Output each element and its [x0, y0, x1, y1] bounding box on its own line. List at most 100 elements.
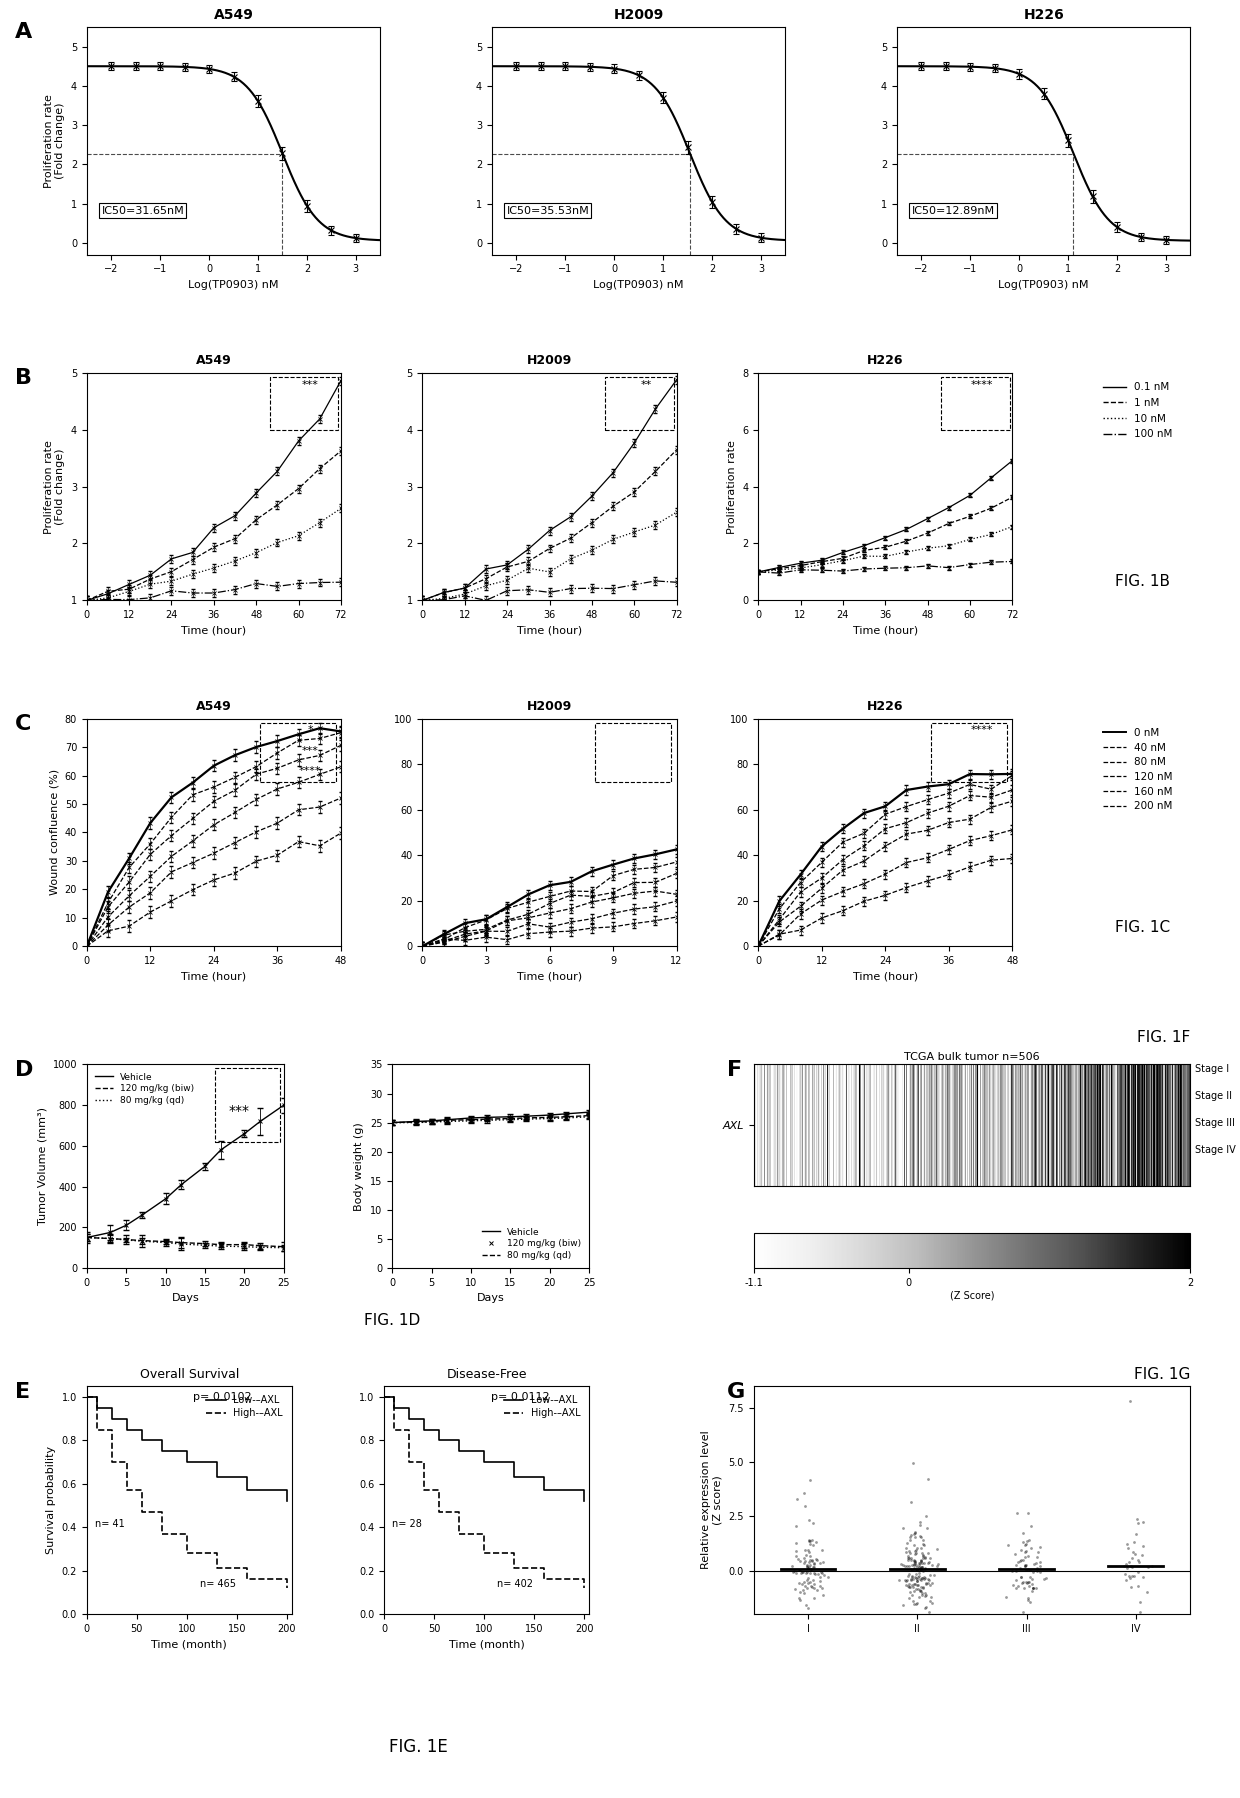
Point — [910, 1555, 930, 1584]
Point — [1123, 1528, 1143, 1557]
Point — [1019, 1571, 1039, 1600]
Point — [1125, 1539, 1145, 1568]
Point — [906, 1564, 926, 1593]
Point — [910, 1559, 930, 1588]
Y-axis label: Relative expression level
(Z score): Relative expression level (Z score) — [701, 1431, 723, 1570]
Point — [797, 1573, 817, 1602]
Point — [898, 1528, 918, 1557]
Y-axis label: Tumor Volume (mm³): Tumor Volume (mm³) — [37, 1108, 47, 1224]
Point — [906, 1566, 926, 1595]
X-axis label: Time (hour): Time (hour) — [517, 626, 582, 636]
Point — [1035, 1564, 1055, 1593]
Point — [807, 1546, 827, 1575]
Point — [898, 1552, 918, 1580]
Point — [904, 1589, 924, 1618]
Point — [1122, 1553, 1142, 1582]
Point — [916, 1568, 936, 1597]
Point — [914, 1548, 934, 1577]
Point — [1014, 1573, 1034, 1602]
Point — [904, 1552, 924, 1580]
Point — [797, 1566, 817, 1595]
Point — [923, 1568, 942, 1597]
Point — [905, 1535, 925, 1564]
Text: ***: *** — [228, 1104, 249, 1118]
Point — [799, 1564, 818, 1593]
Point — [810, 1548, 830, 1577]
Title: H2009: H2009 — [527, 354, 572, 367]
Y-axis label: Body weight (g): Body weight (g) — [355, 1122, 365, 1210]
Line: 80 mg/kg (qd): 80 mg/kg (qd) — [87, 1237, 284, 1248]
Point — [905, 1548, 925, 1577]
Point — [1117, 1530, 1137, 1559]
X-axis label: Log(TP0903) nM: Log(TP0903) nM — [188, 280, 279, 289]
Point — [790, 1586, 810, 1615]
Point — [1022, 1577, 1042, 1606]
Point — [899, 1570, 919, 1598]
Point — [904, 1546, 924, 1575]
Point — [926, 1552, 946, 1580]
Text: F: F — [727, 1061, 742, 1081]
120 mg/kg (biw) — [79, 1226, 94, 1248]
Text: p= 0.0112: p= 0.0112 — [491, 1392, 549, 1402]
Point — [915, 1555, 935, 1584]
Point — [1137, 1552, 1157, 1580]
Point — [1130, 1598, 1149, 1627]
Point — [894, 1514, 914, 1543]
Text: FIG. 1B: FIG. 1B — [1115, 574, 1169, 590]
Point — [1034, 1564, 1054, 1593]
Text: B: B — [15, 369, 32, 388]
Point — [799, 1553, 818, 1582]
Point — [799, 1525, 818, 1553]
Point — [804, 1509, 823, 1537]
Point — [920, 1561, 940, 1589]
Point — [805, 1559, 825, 1588]
Point — [1011, 1535, 1030, 1564]
Point — [1117, 1553, 1137, 1582]
Point — [910, 1510, 930, 1539]
Point — [1122, 1562, 1142, 1591]
Point — [794, 1557, 813, 1586]
Point — [794, 1575, 813, 1604]
Point — [910, 1548, 930, 1577]
80 mg/kg (qd) — [79, 1226, 94, 1248]
Point — [815, 1561, 835, 1589]
Point — [901, 1564, 921, 1593]
Point — [913, 1541, 932, 1570]
Point — [811, 1557, 831, 1586]
Point — [800, 1546, 820, 1575]
Vehicle — [197, 1156, 212, 1178]
Point — [1023, 1573, 1043, 1602]
Point — [804, 1573, 823, 1602]
Point — [789, 1544, 808, 1573]
Point — [905, 1546, 925, 1575]
120 mg/kg (biw) — [197, 1233, 212, 1255]
Point — [787, 1483, 807, 1512]
Point — [1118, 1534, 1138, 1562]
Point — [899, 1552, 919, 1580]
Point — [897, 1566, 916, 1595]
Point — [890, 1550, 910, 1579]
Point — [786, 1528, 806, 1557]
Point — [1120, 1564, 1140, 1593]
Point — [918, 1564, 937, 1593]
Point — [1133, 1562, 1153, 1591]
80 mg/kg (qd) — [174, 1233, 188, 1255]
Point — [1007, 1557, 1027, 1586]
Point — [915, 1543, 935, 1571]
Point — [804, 1566, 823, 1595]
Point — [899, 1571, 919, 1600]
Point — [899, 1584, 919, 1613]
Point — [1128, 1546, 1148, 1575]
Point — [900, 1546, 920, 1575]
Line: Vehicle: Vehicle — [87, 1106, 284, 1237]
Point — [913, 1541, 932, 1570]
Point — [1016, 1530, 1035, 1559]
X-axis label: Time (hour): Time (hour) — [517, 971, 582, 982]
Point — [916, 1593, 936, 1622]
Point — [895, 1570, 915, 1598]
Point — [1023, 1573, 1043, 1602]
Point — [915, 1579, 935, 1607]
Point — [900, 1487, 920, 1516]
Point — [908, 1562, 928, 1591]
Point — [790, 1584, 810, 1613]
